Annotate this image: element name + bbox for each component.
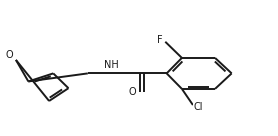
Text: F: F (157, 35, 163, 45)
Text: O: O (5, 50, 13, 60)
Text: O: O (128, 87, 136, 97)
Text: NH: NH (104, 60, 119, 70)
Text: Cl: Cl (194, 102, 203, 112)
